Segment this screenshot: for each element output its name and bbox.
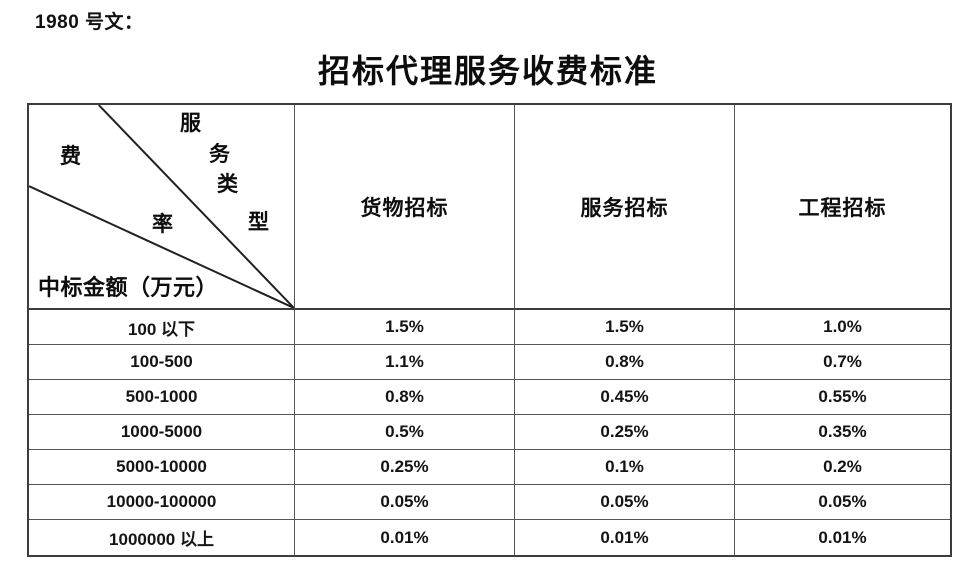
rate-cell: 0.01% bbox=[515, 520, 735, 555]
corner-service-type-char: 型 bbox=[248, 210, 269, 234]
rate-cell: 0.25% bbox=[295, 450, 515, 485]
page-title: 招标代理服务收费标准 bbox=[317, 53, 658, 89]
fee-table: 服 务 类 型 费 率 中标金额（万元） 货物招标 服务招标 工程招标 100 … bbox=[27, 103, 952, 557]
rate-cell: 0.55% bbox=[735, 380, 950, 415]
amount-cell: 10000-100000 bbox=[29, 485, 295, 520]
rate-cell: 0.5% bbox=[295, 415, 515, 450]
corner-service-type-char: 类 bbox=[217, 172, 238, 196]
rate-cell: 1.5% bbox=[515, 310, 735, 345]
rate-cell: 1.1% bbox=[295, 345, 515, 380]
rate-cell: 0.8% bbox=[295, 380, 515, 415]
rate-cell: 0.45% bbox=[515, 380, 735, 415]
rate-cell: 0.05% bbox=[735, 485, 950, 520]
rate-cell: 0.8% bbox=[515, 345, 735, 380]
rate-cell: 0.1% bbox=[515, 450, 735, 485]
amount-cell: 1000-5000 bbox=[29, 415, 295, 450]
rate-cell: 1.0% bbox=[735, 310, 950, 345]
column-header-goods: 货物招标 bbox=[295, 105, 515, 310]
doc-ref: 1980 号文： bbox=[35, 12, 144, 33]
corner-fee-rate-char: 费 bbox=[60, 144, 81, 168]
rate-cell: 0.01% bbox=[295, 520, 515, 555]
amount-cell: 100-500 bbox=[29, 345, 295, 380]
diagonal-divider-lines bbox=[29, 105, 294, 308]
amount-cell: 1000000 以上 bbox=[29, 520, 295, 555]
column-header-services: 服务招标 bbox=[515, 105, 735, 310]
rate-cell: 1.5% bbox=[295, 310, 515, 345]
rate-cell: 0.7% bbox=[735, 345, 950, 380]
rate-cell: 0.25% bbox=[515, 415, 735, 450]
amount-cell: 500-1000 bbox=[29, 380, 295, 415]
column-header-works: 工程招标 bbox=[735, 105, 950, 310]
rate-cell: 0.01% bbox=[818, 527, 867, 547]
amount-cell: 5000-10000 bbox=[29, 450, 295, 485]
corner-service-type-char: 务 bbox=[209, 142, 230, 166]
rate-cell: 0.05% bbox=[515, 485, 735, 520]
rate-cell: 0.05% bbox=[295, 485, 515, 520]
corner-amount-label: 中标金额（万元） bbox=[38, 275, 219, 300]
corner-header-cell: 服 务 类 型 费 率 中标金额（万元） bbox=[29, 105, 295, 310]
amount-cell: 100 以下 bbox=[29, 310, 295, 345]
corner-service-type-char: 服 bbox=[180, 111, 201, 135]
corner-fee-rate-char: 率 bbox=[152, 212, 173, 236]
rate-cell: 0.35% bbox=[735, 415, 950, 450]
rate-cell: 0.2% bbox=[735, 450, 950, 485]
